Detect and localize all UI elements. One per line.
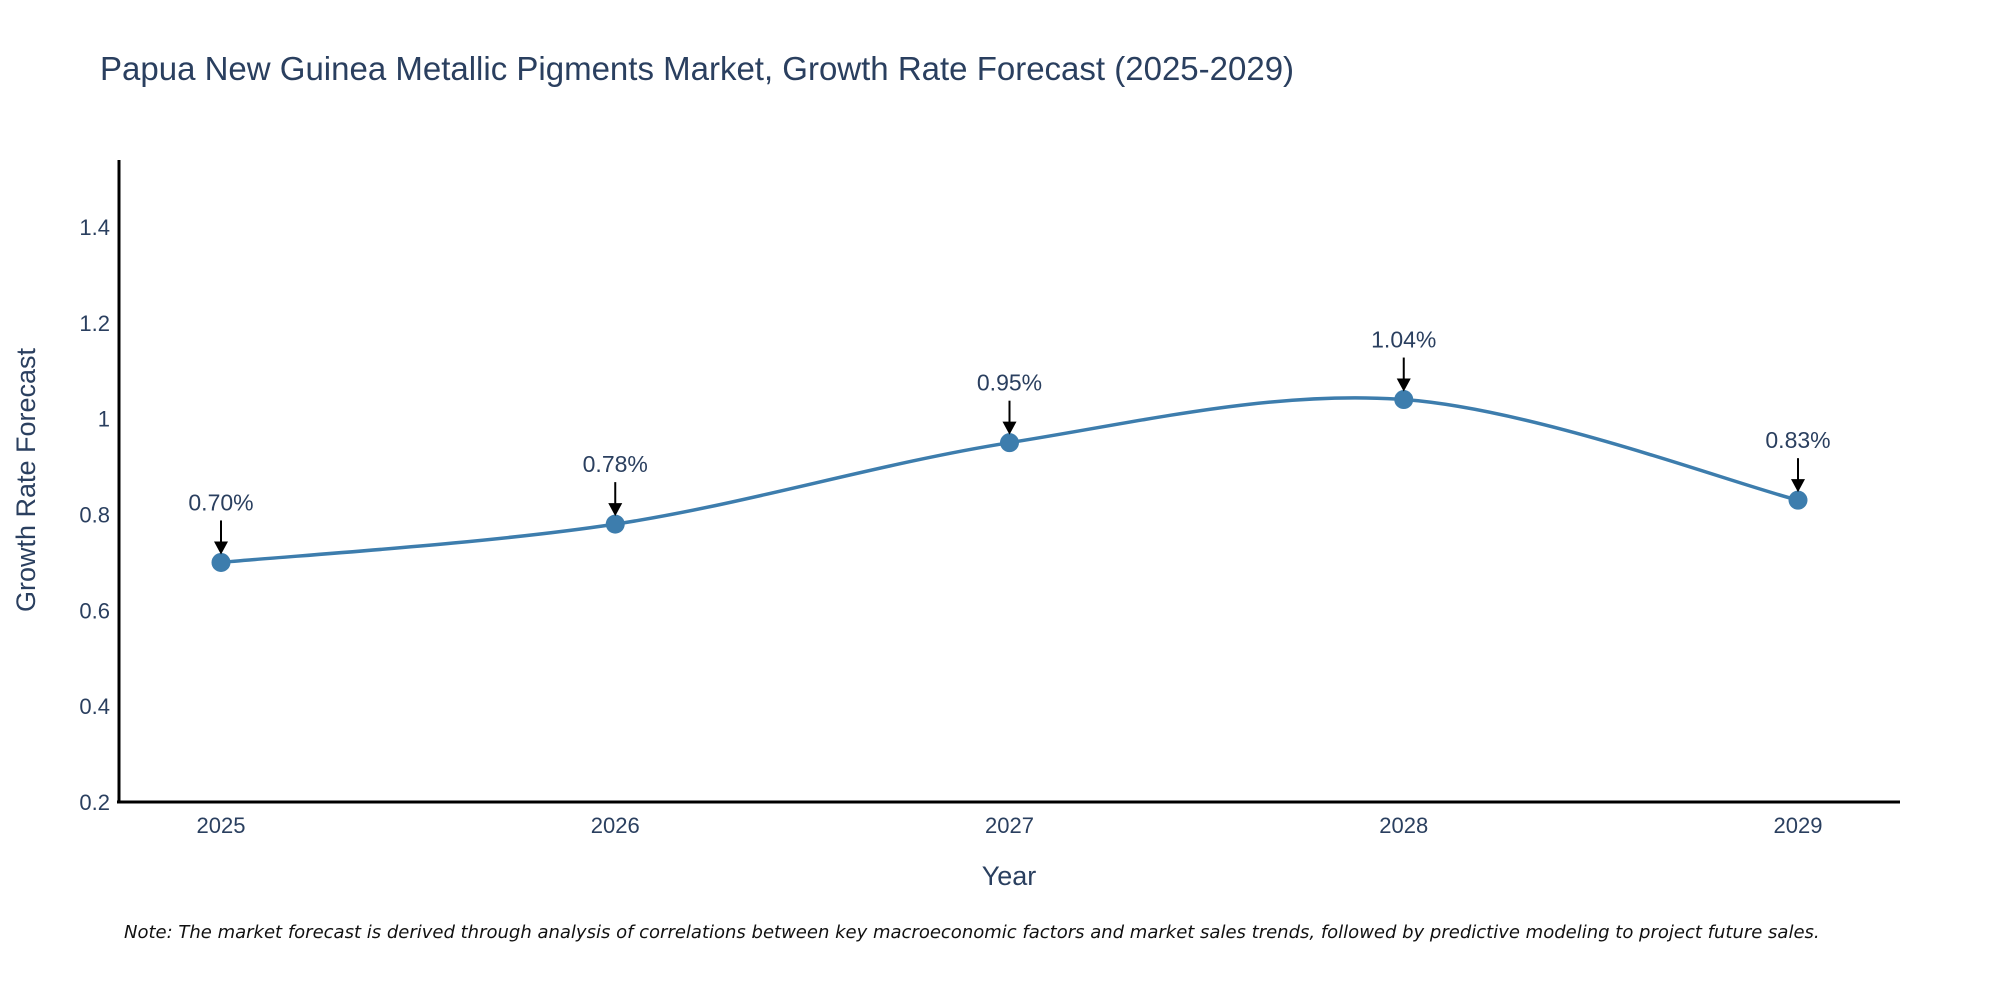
data-point [1788,490,1808,510]
y-tick-label: 1.2 [79,311,110,336]
annotation-arrowhead [608,503,623,517]
y-axis-ticks: 0.2 0.4 0.6 0.8 1 1.2 1.4 [79,215,110,815]
data-label: 0.70% [188,489,253,515]
annotation-arrowhead [214,541,228,555]
data-points [211,390,1808,572]
annotation-arrowhead [1002,421,1017,435]
y-tick-label: 0.8 [79,503,110,528]
data-point [1394,390,1414,410]
chart-title: Papua New Guinea Metallic Pigments Marke… [100,50,1294,87]
x-tick-label: 2027 [985,813,1034,838]
data-label: 0.78% [583,451,648,477]
y-tick-label: 0.2 [79,790,110,815]
x-axis-title: Year [982,861,1037,891]
data-label: 0.83% [1765,427,1830,453]
y-tick-label: 1 [98,407,110,432]
data-label: 1.04% [1371,327,1436,353]
y-axis-title: Growth Rate Forecast [11,347,41,612]
data-label: 0.95% [977,370,1042,396]
footnote: Note: The market forecast is derived thr… [124,922,1820,943]
x-tick-label: 2029 [1774,813,1823,838]
x-tick-label: 2026 [591,813,640,838]
annotation-arrowhead [1396,378,1411,392]
data-point [1000,433,1019,453]
x-tick-label: 2025 [197,813,246,838]
annotation-arrowhead [1791,479,1805,493]
data-label-annotations: 0.70% 0.78% 0.95% 1.04% 0.83% [188,327,1831,555]
data-point [605,514,625,534]
data-point [211,552,231,572]
x-tick-label: 2028 [1379,813,1428,838]
y-tick-label: 0.6 [79,598,110,623]
y-tick-label: 0.4 [79,694,110,719]
x-axis-ticks: 2025 2026 2027 2028 2029 [197,813,1823,838]
y-tick-label: 1.4 [79,215,110,240]
